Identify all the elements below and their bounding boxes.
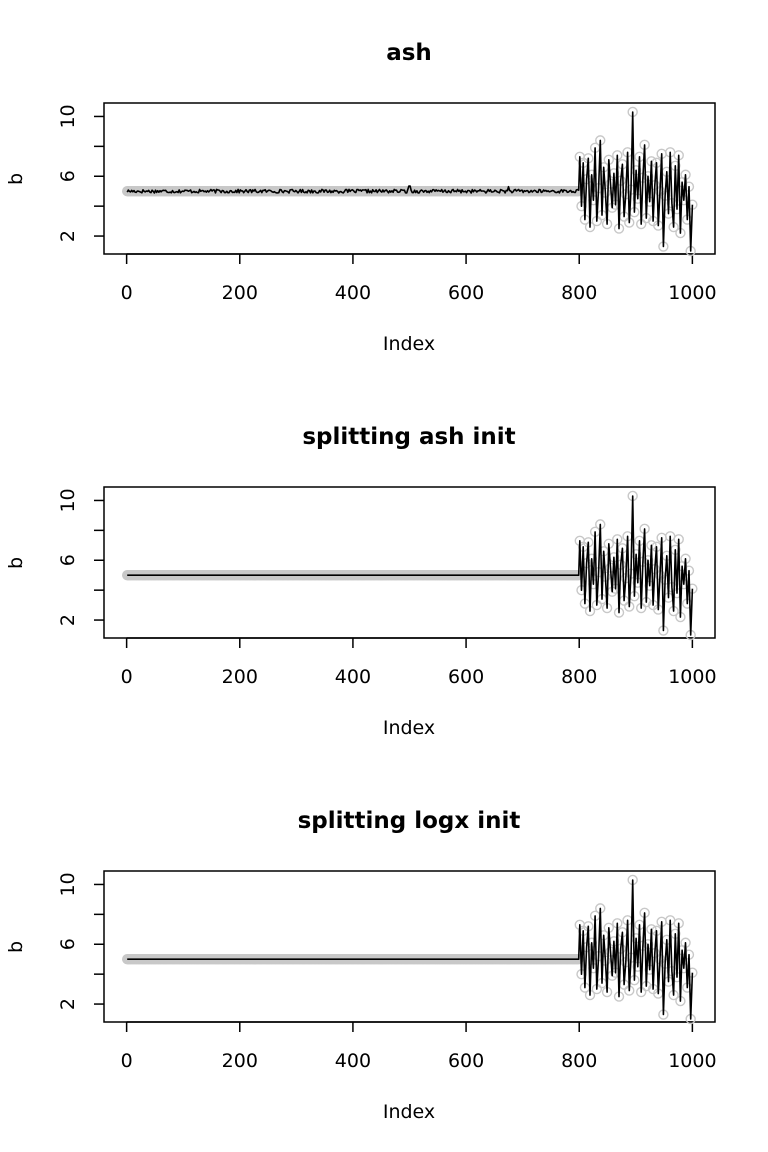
x-tick-label: 1000	[668, 1050, 716, 1072]
data-layer: 0 200 400 600 800 1000 2 6 10	[57, 104, 717, 304]
y-axis-label: b	[5, 173, 27, 185]
x-axis-label: Index	[383, 1101, 435, 1123]
x-tick-label: 1000	[668, 666, 716, 688]
chart-title: ash	[386, 40, 432, 66]
x-tick-label: 200	[222, 666, 258, 688]
x-axis-label: Index	[383, 333, 435, 355]
fitted-line	[127, 879, 694, 1020]
chart-panel: splitting ash init Index b 0 200 400 600 800…	[5, 424, 717, 739]
fitted-line	[127, 495, 694, 636]
x-axis: 0 200 400 600 800 1000	[121, 253, 717, 304]
chart-panel: ash Index b 0 200 400 600 800 1000 2 6 10	[5, 40, 717, 355]
x-axis: 0 200 400 600 800 1000	[121, 637, 717, 688]
plot-marks	[121, 874, 698, 1025]
x-tick-label: 0	[121, 666, 133, 688]
y-tick-label: 6	[57, 554, 79, 566]
x-axis: 0 200 400 600 800 1000	[121, 1021, 717, 1072]
y-tick-label: 6	[57, 170, 79, 182]
x-tick-label: 0	[121, 282, 133, 304]
y-tick-label: 10	[57, 104, 79, 128]
y-axis-label: b	[5, 941, 27, 953]
y-axis-label: b	[5, 557, 27, 569]
x-tick-label: 400	[335, 1050, 371, 1072]
y-axis: 2 6 10	[57, 488, 104, 626]
chart-panel: splitting logx init Index b 0 200 400 600 80…	[5, 808, 717, 1123]
line-series	[127, 879, 694, 1020]
fitted-line	[126, 111, 694, 252]
x-tick-label: 1000	[668, 282, 716, 304]
x-tick-label: 800	[561, 666, 597, 688]
line-series	[127, 495, 694, 636]
x-tick-label: 800	[561, 282, 597, 304]
y-axis: 2 6 10	[57, 104, 104, 242]
y-axis: 2 6 10	[57, 872, 104, 1010]
chart-title: splitting ash init	[302, 424, 515, 450]
x-tick-label: 400	[335, 282, 371, 304]
y-tick-label: 6	[57, 938, 79, 950]
x-tick-label: 400	[335, 666, 371, 688]
plot-marks	[121, 106, 698, 257]
chart-title: splitting logx init	[298, 808, 521, 834]
x-tick-label: 600	[448, 282, 484, 304]
y-tick-label: 2	[57, 614, 79, 626]
x-tick-label: 600	[448, 1050, 484, 1072]
line-series	[126, 111, 694, 252]
y-tick-label: 2	[57, 998, 79, 1010]
y-tick-label: 10	[57, 488, 79, 512]
y-tick-label: 10	[57, 872, 79, 896]
x-tick-label: 600	[448, 666, 484, 688]
x-axis-label: Index	[383, 717, 435, 739]
x-tick-label: 800	[561, 1050, 597, 1072]
x-tick-label: 200	[222, 282, 258, 304]
data-layer: 0 200 400 600 800 1000 2 6 10	[57, 488, 717, 688]
data-layer: 0 200 400 600 800 1000 2 6 10	[57, 872, 717, 1072]
x-tick-label: 0	[121, 1050, 133, 1072]
y-tick-label: 2	[57, 230, 79, 242]
plot-marks	[121, 490, 698, 641]
x-tick-label: 200	[222, 1050, 258, 1072]
